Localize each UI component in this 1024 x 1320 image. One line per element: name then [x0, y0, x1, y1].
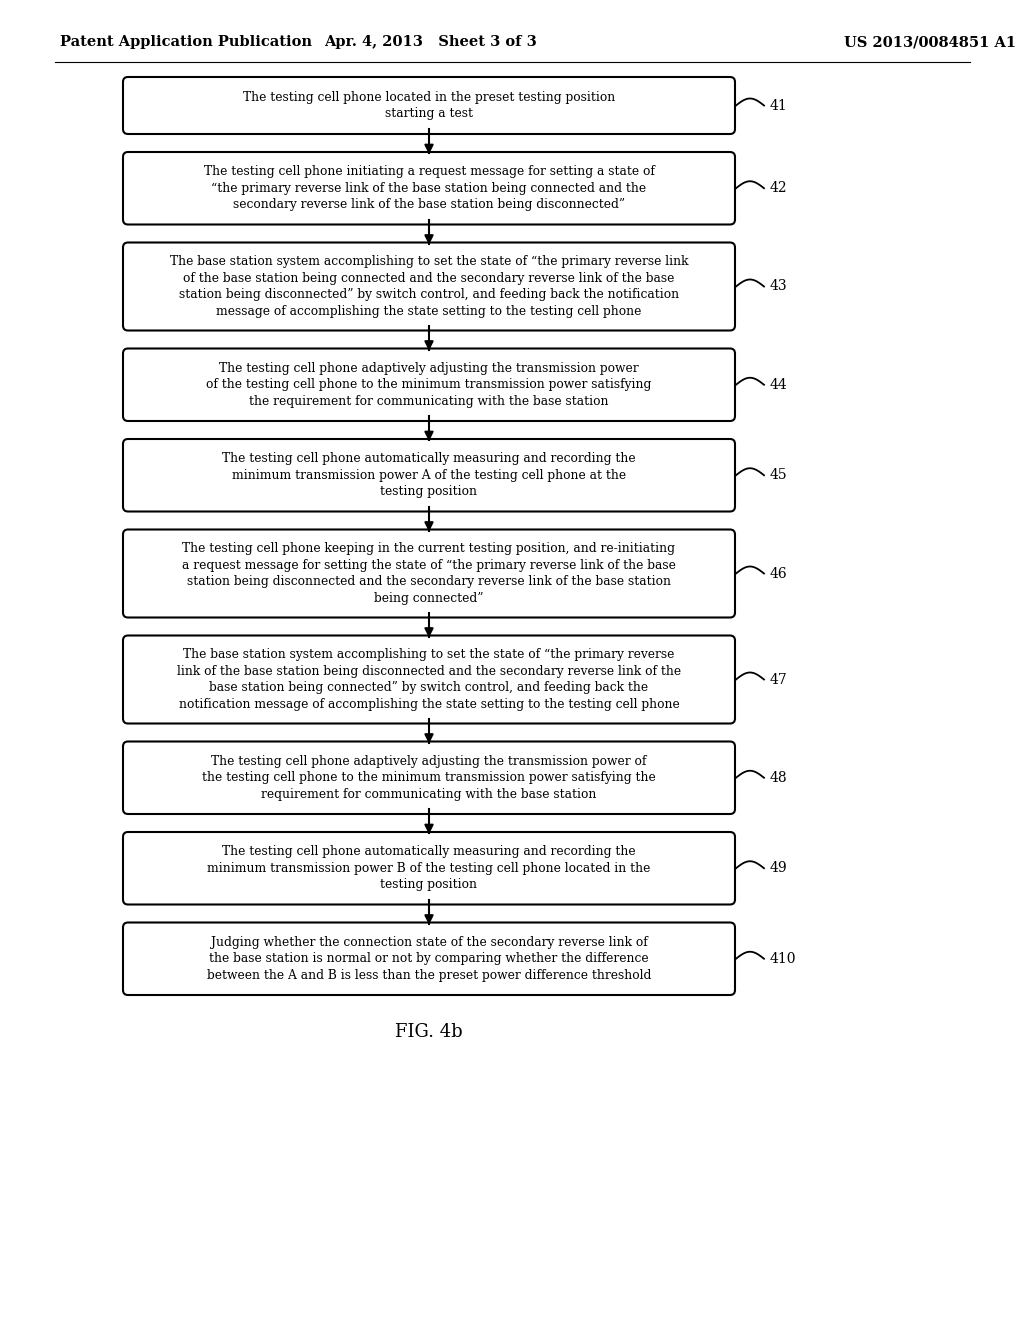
Text: Judging whether the connection state of the secondary reverse link of
the base s: Judging whether the connection state of …: [207, 936, 651, 982]
FancyBboxPatch shape: [123, 529, 735, 618]
Text: The base station system accomplishing to set the state of “the primary reverse l: The base station system accomplishing to…: [170, 255, 688, 318]
Text: The testing cell phone automatically measuring and recording the
minimum transmi: The testing cell phone automatically mea…: [222, 453, 636, 498]
Text: FIG. 4b: FIG. 4b: [395, 1023, 463, 1041]
Text: Apr. 4, 2013   Sheet 3 of 3: Apr. 4, 2013 Sheet 3 of 3: [324, 36, 537, 49]
Text: The testing cell phone adaptively adjusting the transmission power of
the testin: The testing cell phone adaptively adjust…: [202, 755, 656, 801]
Text: 42: 42: [770, 181, 787, 195]
Text: 45: 45: [770, 469, 787, 482]
Text: 46: 46: [770, 566, 787, 581]
Text: The testing cell phone located in the preset testing position
starting a test: The testing cell phone located in the pr…: [243, 91, 615, 120]
Text: The testing cell phone automatically measuring and recording the
minimum transmi: The testing cell phone automatically mea…: [207, 845, 650, 891]
Text: Patent Application Publication: Patent Application Publication: [60, 36, 312, 49]
Text: 41: 41: [770, 99, 787, 112]
FancyBboxPatch shape: [123, 832, 735, 904]
FancyBboxPatch shape: [123, 440, 735, 511]
Text: 48: 48: [770, 771, 787, 785]
FancyBboxPatch shape: [123, 742, 735, 814]
FancyBboxPatch shape: [123, 77, 735, 135]
Text: 43: 43: [770, 280, 787, 293]
Text: 44: 44: [770, 378, 787, 392]
FancyBboxPatch shape: [123, 635, 735, 723]
Text: The testing cell phone adaptively adjusting the transmission power
of the testin: The testing cell phone adaptively adjust…: [206, 362, 651, 408]
Text: 49: 49: [770, 861, 787, 875]
FancyBboxPatch shape: [123, 348, 735, 421]
Text: 410: 410: [770, 952, 797, 966]
Text: The testing cell phone keeping in the current testing position, and re-initiatin: The testing cell phone keeping in the cu…: [182, 543, 676, 605]
Text: US 2013/0084851 A1: US 2013/0084851 A1: [844, 36, 1016, 49]
Text: The testing cell phone initiating a request message for setting a state of
“the : The testing cell phone initiating a requ…: [204, 165, 654, 211]
FancyBboxPatch shape: [123, 243, 735, 330]
Text: The base station system accomplishing to set the state of “the primary reverse
l: The base station system accomplishing to…: [177, 648, 681, 710]
FancyBboxPatch shape: [123, 923, 735, 995]
FancyBboxPatch shape: [123, 152, 735, 224]
Text: 47: 47: [770, 672, 787, 686]
